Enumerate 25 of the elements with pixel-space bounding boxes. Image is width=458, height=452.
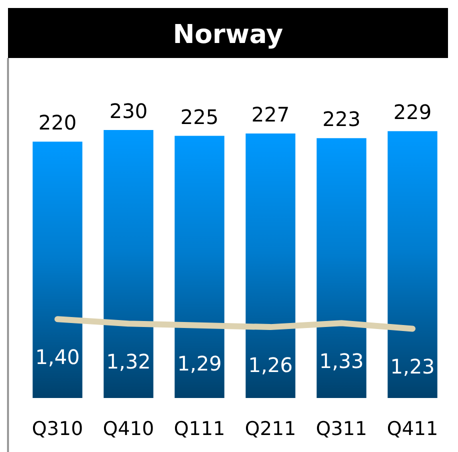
data-label: 1,32	[106, 350, 151, 374]
data-label: 220	[38, 110, 77, 135]
data-label: 223	[322, 107, 361, 132]
data-label: 1,33	[319, 349, 364, 374]
data-label: 227	[251, 102, 290, 126]
data-label: 1,23	[390, 354, 435, 379]
bar	[32, 142, 82, 398]
x-tick-label: Q111	[174, 418, 226, 440]
bar	[174, 136, 224, 398]
chart-title: Norway	[172, 20, 284, 50]
x-tick-label: Q411	[386, 418, 438, 440]
x-tick-label: Q311	[316, 418, 368, 440]
data-label: 229	[393, 100, 432, 124]
bar	[316, 138, 366, 398]
bar	[388, 131, 438, 398]
bar	[104, 130, 154, 398]
data-label: 225	[180, 104, 219, 129]
x-tick-label: Q310	[32, 418, 84, 440]
data-label: 1,40	[35, 345, 80, 370]
x-tick-label: Q410	[102, 418, 154, 440]
bar	[246, 133, 296, 398]
data-label: 230	[109, 99, 148, 123]
data-label: 1,29	[177, 351, 222, 376]
data-label: 1,26	[248, 353, 293, 378]
x-tick-label: Q211	[244, 418, 296, 440]
